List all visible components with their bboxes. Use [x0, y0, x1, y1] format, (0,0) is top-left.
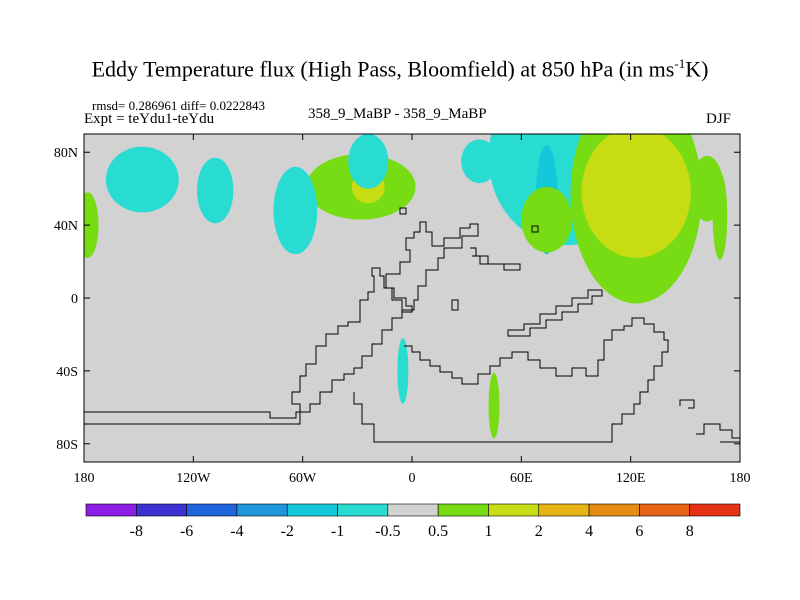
run-pair-label: 358_9_MaBP - 358_9_MaBP	[308, 106, 487, 122]
x-tick-label: 60E	[510, 471, 533, 486]
stats-line: rmsd= 0.286961 diff= 0.0222843	[92, 98, 265, 113]
x-tick-label: 60W	[289, 471, 317, 486]
axes: 180 120W 60W 0 60E 120E 180 80N 40N 0 40S 80S	[54, 134, 751, 486]
coastline-lake	[451, 299, 459, 311]
region-pacific-island-positive	[712, 172, 728, 260]
colorbar-swatch	[437, 503, 489, 517]
colorbar-label: 8	[686, 523, 694, 540]
coastline-australia	[679, 399, 695, 409]
region-north-america-negative	[273, 166, 318, 255]
x-tick-label: 180	[74, 471, 95, 486]
colorbar-swatch	[186, 503, 238, 517]
contour-regions	[84, 134, 728, 439]
region-south-atlantic-negative	[397, 338, 409, 404]
colorbar-label: -0.5	[375, 523, 400, 540]
region-north-pacific-negative	[196, 157, 234, 224]
y-tick-label: 0	[71, 292, 78, 307]
colorbar: -8 -6 -4 -2 -1 -0.5 0.5 1 2 4 6 8	[85, 503, 741, 540]
colorbar-swatch	[488, 503, 540, 517]
colorbar-label: -1	[331, 523, 344, 540]
colorbar-label: 4	[585, 523, 593, 540]
y-tick-label: 40N	[54, 219, 78, 234]
colorbar-swatch	[236, 503, 288, 517]
colorbar-swatch	[337, 503, 389, 517]
x-tick-label: 120E	[616, 471, 646, 486]
colorbar-label: -2	[281, 523, 294, 540]
region-west-pacific-positive	[84, 192, 99, 258]
season-label: DJF	[706, 111, 732, 127]
colorbar-label: 6	[635, 523, 643, 540]
colorbar-label: -6	[180, 523, 193, 540]
colorbar-swatch	[286, 503, 338, 517]
colorbar-label: 0.5	[428, 523, 448, 540]
coastline-africa	[353, 317, 669, 443]
x-tick-label: 180	[730, 471, 751, 486]
coastline-indonesia	[507, 289, 603, 337]
region-west-pacific-negative	[105, 146, 179, 213]
colorbar-swatch	[689, 503, 741, 517]
colorbar-swatch	[538, 503, 590, 517]
coastline-americas	[84, 221, 479, 425]
colorbar-label: 1	[484, 523, 492, 540]
region-asia-positive-core	[581, 134, 691, 258]
chart-title: Eddy Temperature flux (High Pass, Bloomf…	[91, 56, 709, 82]
colorbar-label: -8	[130, 523, 143, 540]
colorbar-label: 2	[535, 523, 543, 540]
region-southern-ocean-positive	[488, 372, 500, 439]
colorbar-swatch	[136, 503, 187, 517]
colorbar-swatch	[639, 503, 690, 517]
experiment-line: Expt = teYdu1-teYdu	[84, 111, 215, 127]
coastline-pacific-islet	[399, 207, 407, 215]
colorbar-swatch	[85, 503, 137, 517]
colorbar-swatch	[588, 503, 640, 517]
coastline-asia	[470, 247, 521, 271]
y-tick-label: 40S	[56, 365, 78, 380]
y-tick-label: 80S	[56, 438, 78, 453]
coastline-east-antarctic	[696, 423, 740, 443]
x-tick-label: 0	[409, 471, 416, 486]
region-southern-indian-positive	[521, 186, 573, 253]
coastline-islet	[531, 225, 539, 233]
region-greenland-negative	[348, 134, 389, 189]
colorbar-swatch	[387, 503, 439, 517]
y-tick-label: 80N	[54, 146, 78, 161]
region-atlantic-negative	[461, 139, 498, 184]
colorbar-label: -4	[230, 523, 243, 540]
coastlines	[84, 207, 740, 443]
x-tick-label: 120W	[176, 471, 211, 486]
